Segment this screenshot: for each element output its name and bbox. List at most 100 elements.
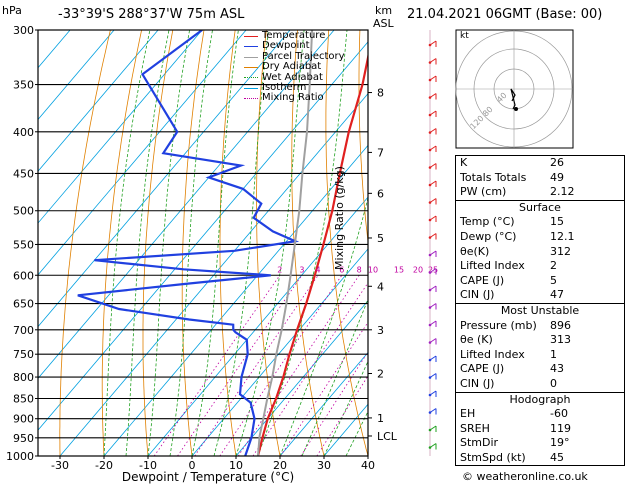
wind-barb xyxy=(428,355,437,362)
wind-barb xyxy=(428,93,437,100)
location-title: -33°39'S 288°37'W 75m ASL xyxy=(58,7,245,22)
km-tick-label: 7 xyxy=(377,146,384,159)
index-label: SREH xyxy=(460,421,490,435)
series-temperature xyxy=(256,52,368,456)
legend-swatch xyxy=(244,66,258,68)
legend: Temperature Dewpoint Parcel Trajectory Dry … xyxy=(244,30,345,104)
pressure-tick-label: 400 xyxy=(13,126,34,139)
pressure-tick-label: 550 xyxy=(13,238,34,251)
legend-item: Dry Adiabat xyxy=(244,61,345,73)
km-tick-label: 3 xyxy=(377,324,384,337)
x-tick-label: 0 xyxy=(189,459,196,472)
pressure-tick-label: 500 xyxy=(13,205,34,218)
index-row: CIN (J) 47 xyxy=(456,288,624,303)
mixing-ratio-line xyxy=(300,351,368,456)
pressure-tick-label: 900 xyxy=(13,413,34,426)
index-label: K xyxy=(460,156,468,169)
legend-label: Temperature xyxy=(262,30,326,41)
index-value: 19° xyxy=(550,436,570,450)
wind-barb xyxy=(428,303,437,310)
surface-indices: Surface Temp (°C) 15 Dewp (°C) 12.1 θe(K) 312 L… xyxy=(455,199,625,303)
index-label: StmSpd (kt) xyxy=(460,450,526,464)
wet-adiabat-line xyxy=(169,30,213,456)
isotherm-line xyxy=(191,248,368,456)
index-section-title: Surface xyxy=(519,200,561,214)
wind-barb xyxy=(428,425,437,432)
wind-barb xyxy=(428,390,437,397)
pressure-tick-label: 450 xyxy=(13,167,34,180)
index-label: CAPE (J) xyxy=(460,273,505,287)
pressure-tick-label: 300 xyxy=(13,24,34,37)
index-row: CAPE (J) 5 xyxy=(456,274,624,289)
legend-swatch xyxy=(244,56,258,58)
index-value: 896 xyxy=(550,318,571,332)
mixing-ratio-line xyxy=(316,375,368,456)
wind-barb xyxy=(428,215,437,222)
mixing-ratio-label: 15 xyxy=(394,265,404,274)
index-section-title: Most Unstable xyxy=(500,303,580,317)
mixing-ratio-label: 6 xyxy=(339,265,344,274)
wind-barb xyxy=(428,128,437,135)
mixing-ratio-line xyxy=(237,275,360,456)
x-tick-label: -20 xyxy=(95,459,113,472)
wind-barb xyxy=(428,250,437,257)
wind-barb xyxy=(428,268,437,275)
index-row: EH -60 xyxy=(456,407,624,422)
index-row: StmSpd (kt) 45 xyxy=(456,451,624,466)
wind-barb xyxy=(428,75,437,82)
index-value: 43 xyxy=(550,362,564,376)
index-row: θe (K) 313 xyxy=(456,333,624,348)
index-value: 119 xyxy=(550,421,571,435)
legend-swatch xyxy=(244,35,258,37)
index-value: 1 xyxy=(550,347,557,361)
index-value: 5 xyxy=(550,273,557,287)
mixing-ratio-label: 10 xyxy=(368,265,378,274)
index-label: StmDir xyxy=(460,436,499,450)
legend-item: Mixing Ratio xyxy=(244,93,345,103)
isotherm-line xyxy=(235,300,368,456)
index-label: Temp (°C) xyxy=(460,215,515,229)
wind-barb xyxy=(428,145,437,152)
index-label: Lifted Index xyxy=(460,347,525,361)
legend-swatch xyxy=(244,87,258,89)
hodograph-indices: Hodograph EH -60 SREH 119 StmDir 19° StmSpd (kt… xyxy=(455,391,625,467)
km-label: km xyxy=(375,4,393,17)
index-row: K 26 xyxy=(456,156,624,171)
isotherm-line xyxy=(38,30,159,172)
isotherm-line xyxy=(38,30,203,224)
index-row: StmDir 19° xyxy=(456,436,624,451)
index-label: θe(K) xyxy=(460,244,490,258)
legend-item: Isotherm xyxy=(244,82,345,93)
legend-label: Dry Adiabat xyxy=(262,61,322,73)
mixing-ratio-label: 20 xyxy=(413,265,423,274)
km-tick-label: 8 xyxy=(377,87,384,100)
mixing-ratio-label: 25 xyxy=(428,265,438,274)
most-unstable-indices: Most Unstable Pressure (mb) 896 θe (K) 313 Li… xyxy=(455,302,625,392)
mixing-ratio-line xyxy=(252,282,368,456)
isotherm-line xyxy=(38,41,368,431)
mixing-ratio-line xyxy=(219,275,343,456)
pressure-tick-label: 800 xyxy=(13,371,34,384)
wind-barb xyxy=(428,233,437,240)
legend-item: Parcel Trajectory xyxy=(244,51,345,62)
index-row: Temp (°C) 15 xyxy=(456,215,624,230)
pressure-tick-label: 950 xyxy=(13,432,34,445)
wind-barb xyxy=(428,408,437,415)
index-value: 26 xyxy=(550,156,564,169)
mixing-ratio-label: 4 xyxy=(316,265,321,274)
index-value: 2.12 xyxy=(550,185,575,199)
mixing-ratio-label: 3 xyxy=(299,265,304,274)
isotherm-line xyxy=(147,196,368,456)
index-label: CIN (J) xyxy=(460,376,495,390)
pressure-tick-label: 650 xyxy=(13,298,34,311)
hodograph-storm-motion xyxy=(514,107,518,111)
legend-item: Temperature xyxy=(244,30,345,41)
index-label: Pressure (mb) xyxy=(460,318,537,332)
km-tick-label: LCL xyxy=(377,430,398,443)
basic-indices: K 26 Totals Totals 49 PW (cm) 2.12 xyxy=(455,155,625,200)
x-tick-label: 40 xyxy=(361,459,375,472)
km-tick-label: 6 xyxy=(377,187,384,200)
index-row: SREH 119 xyxy=(456,422,624,437)
pressure-tick-label: 600 xyxy=(13,269,34,282)
